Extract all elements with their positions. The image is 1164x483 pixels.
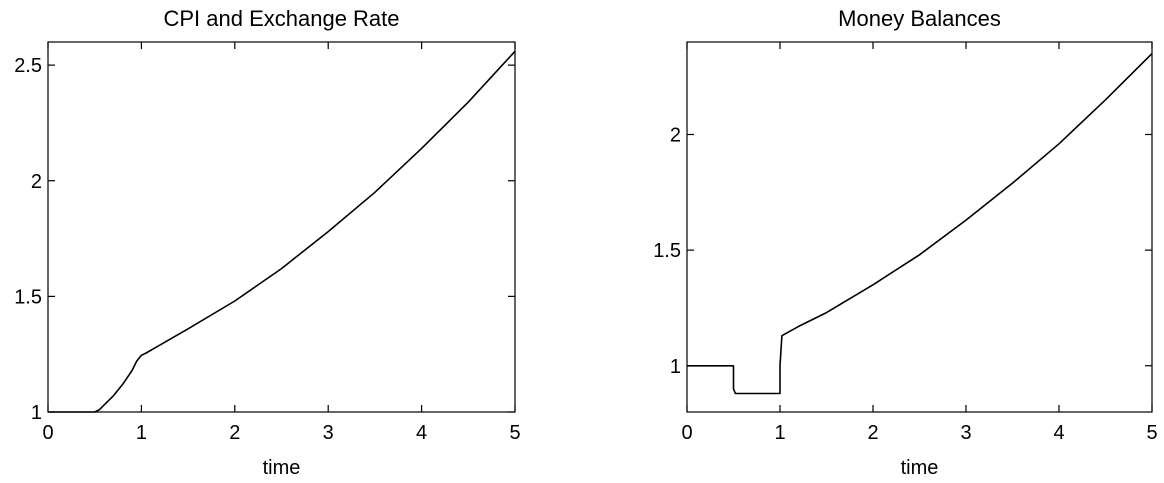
x-tick-label: 4 [416,422,427,444]
x-tick-label: 5 [509,422,520,444]
tick-marks [686,42,1153,412]
chart-title: CPI and Exchange Rate [163,6,399,31]
y-tick-label: 1.5 [653,240,681,262]
x-tick-label: 0 [681,422,692,444]
x-tick-label: 2 [229,422,240,444]
x-tick-label: 0 [42,422,53,444]
tick-marks [47,42,516,413]
plot-frame [47,41,516,413]
y-tick-label: 2 [31,171,42,193]
cpi-exchange-rate-line [48,50,516,413]
money-balances-line [687,53,1153,395]
y-tick-label: 1 [31,402,42,424]
y-tick-label: 2 [670,125,681,147]
chart-title: Money Balances [838,6,1001,31]
x-tick-label: 1 [136,422,147,444]
y-tick-labels: 11.52 [653,125,681,378]
x-tick-labels: 0 1 2 3 4 5 [681,422,1157,444]
x-tick-label: 2 [867,422,878,444]
x-tick-label: 5 [1146,422,1157,444]
x-axis-label: time [901,457,939,479]
x-tick-label: 1 [774,422,785,444]
x-tick-label: 3 [323,422,334,444]
y-tick-label: 2.5 [14,55,42,77]
x-axis-label: time [263,457,301,479]
x-tick-label: 4 [1053,422,1064,444]
y-tick-label: 1 [670,356,681,378]
plot-frame [686,41,1153,413]
x-tick-label: 3 [960,422,971,444]
y-tick-labels: 1 1.5 2 2.5 [14,55,42,424]
x-tick-labels: 0 1 2 3 4 5 [42,422,520,444]
y-tick-label: 1.5 [14,286,42,308]
